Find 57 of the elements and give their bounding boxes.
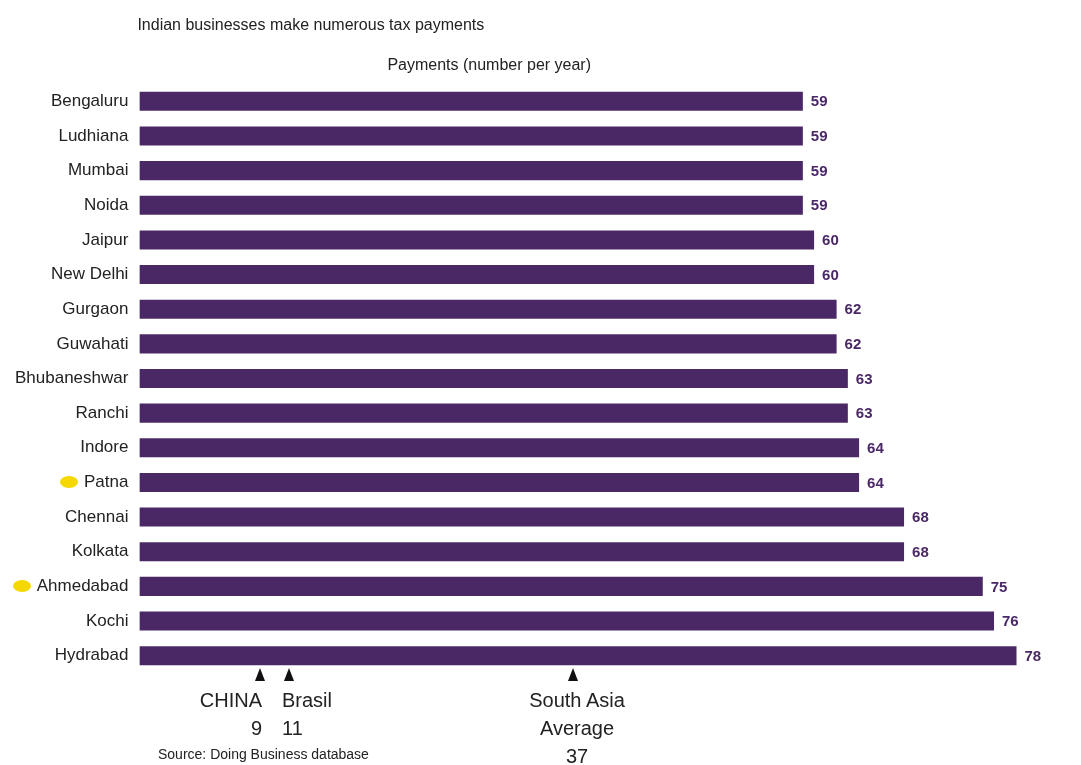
y-tick-label: Noida [83,194,129,214]
text: CHINA 9 [199,688,262,741]
data-label: 62 [844,300,862,318]
text: South Asia Average 37 [528,688,626,765]
data-label: 64 [867,473,885,491]
y-tick-label: Bengaluru [50,91,129,111]
y-tick-label: Ahmedabad [36,576,129,596]
bar [139,646,1017,666]
bar [139,368,848,389]
chart-title: Indian businesses make numerous tax payments [137,16,485,34]
data-label: 68 [912,508,929,526]
bar [139,299,837,319]
bar [139,334,837,354]
y-tick-label: Gurgaon [62,298,129,318]
data-label: 59 [810,127,828,145]
data-label: 59 [810,161,828,179]
bar [139,507,905,527]
y-tick-label: Ludhiana [58,125,129,145]
bar [139,472,860,492]
bar [139,576,983,596]
y-tick-label: Guwahati [56,333,129,353]
data-label: 68 [912,542,929,560]
y-tick-label: Bhubaneshwar [14,368,129,388]
bar [139,161,803,181]
y-tick-label: Kochi [85,610,129,630]
data-label: 62 [844,334,862,352]
y-tick-label: Hydrabad [54,645,129,665]
data-label: 76 [1002,612,1019,630]
y-tick-label: Ranchi [75,402,129,422]
bar [139,611,995,631]
y-tick-label: Mumbai [67,160,129,180]
data-label: 64 [867,438,885,456]
source-note: Source: Doing Business database [158,746,369,762]
y-tick-label: Jaipur [82,229,129,249]
data-label: 75 [990,577,1008,595]
y-tick-label: Chennai [65,506,129,526]
data-label: 63 [855,404,873,422]
bar [139,126,803,146]
bar [139,265,815,285]
data-label: 60 [822,265,839,283]
data-label: 60 [822,231,839,249]
bar [139,438,860,458]
bar [139,195,803,215]
y-tick-label: Kolkata [71,541,129,561]
bar [139,230,815,250]
y-tick-label: New Delhi [50,264,129,284]
data-label: 63 [855,369,873,387]
bar [139,91,803,111]
data-label: 78 [1024,646,1042,664]
text: Brasil 11 [282,688,333,741]
bar [139,542,905,562]
data-label: 59 [810,196,828,214]
chart-subtitle: Payments (number per year) [387,56,592,74]
data-label: 59 [810,92,828,110]
bar [139,403,848,423]
y-tick-label: Patna [83,472,129,492]
y-tick-label: Indore [80,437,129,457]
